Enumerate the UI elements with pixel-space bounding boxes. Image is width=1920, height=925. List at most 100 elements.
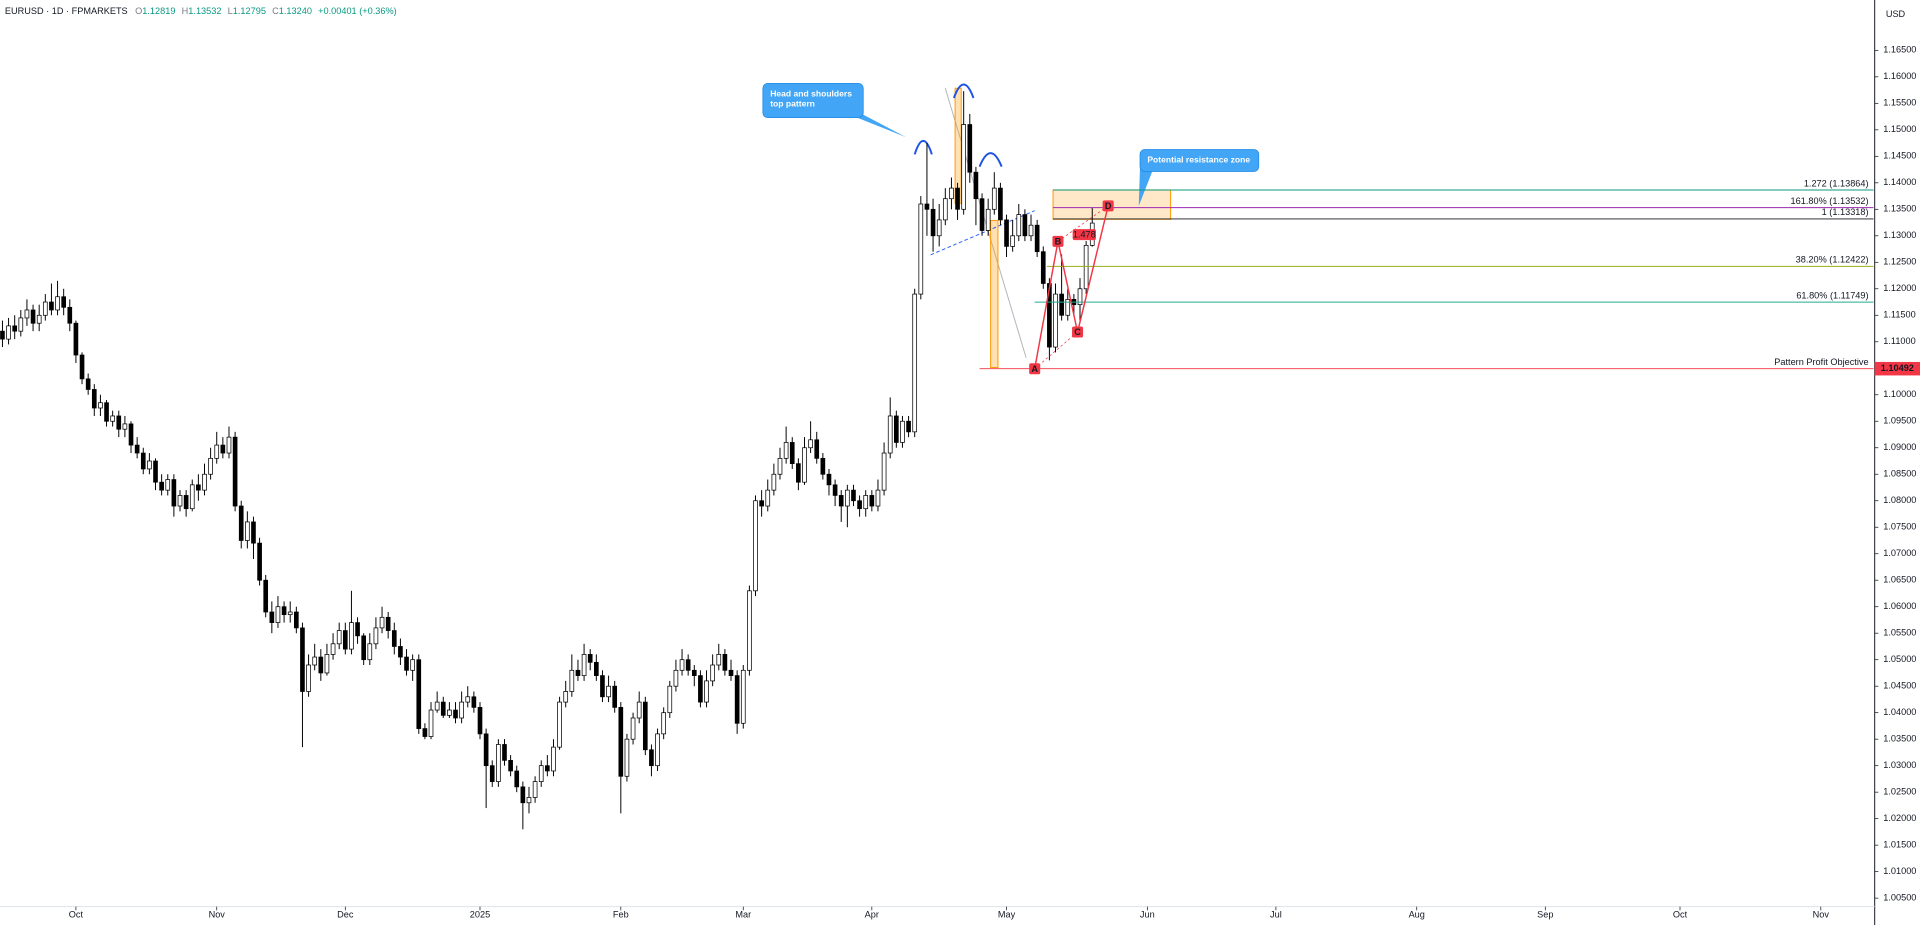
pattern-point-label: A: [1031, 364, 1038, 374]
callout-tail: [1138, 166, 1153, 206]
candle-body: [1010, 235, 1015, 247]
candle-body: [606, 685, 611, 698]
candle-body: [196, 484, 201, 491]
candle-body: [642, 701, 648, 751]
candle-body: [147, 460, 152, 470]
candle-body: [593, 661, 599, 676]
y-tick-label: 1.09000: [1883, 442, 1916, 452]
candle-body: [563, 691, 569, 703]
candle-body: [624, 738, 630, 777]
candle-body: [67, 306, 73, 324]
candle-body: [538, 765, 544, 782]
candle-body: [238, 505, 244, 541]
candle-body: [1065, 299, 1071, 316]
x-tick-label: 2025: [470, 910, 490, 920]
right-shoulder-arc: [978, 152, 1003, 167]
candle-body: [783, 442, 789, 459]
candle-body: [979, 198, 985, 231]
y-tick-label: 1.08000: [1883, 495, 1916, 505]
candle-body: [85, 378, 91, 390]
level-label: 38.20% (1.12422): [1796, 255, 1869, 265]
candle-body: [673, 669, 679, 687]
candle-body: [630, 717, 636, 740]
candle-body: [422, 728, 428, 737]
candle-body: [300, 627, 305, 692]
candle-body: [532, 781, 538, 798]
candle-body: [269, 611, 275, 623]
candle-body: [869, 495, 875, 507]
candle-body: [110, 415, 115, 422]
y-tick-label: 1.13500: [1883, 204, 1916, 214]
y-tick-label: 1.06500: [1883, 575, 1916, 585]
candle-body: [165, 479, 171, 491]
candle-body: [465, 696, 471, 703]
candle-body: [312, 656, 318, 666]
y-tick-label: 1.04500: [1883, 681, 1916, 691]
y-tick-label: 1.09500: [1883, 416, 1916, 426]
candle-body: [91, 389, 97, 409]
y-tick-label: 1.08500: [1883, 469, 1916, 479]
y-tick-label: 1.14000: [1883, 177, 1916, 187]
candle-body: [104, 402, 109, 422]
y-tick-label: 1.00500: [1883, 893, 1916, 903]
candle-body: [887, 415, 893, 454]
ratio-box: [1072, 229, 1096, 241]
y-tick-label: 1.01000: [1883, 866, 1916, 876]
candle-body: [318, 656, 324, 674]
y-tick-label: 1.03000: [1883, 760, 1916, 770]
candle-body: [398, 646, 403, 658]
candle-body: [820, 457, 826, 475]
pattern-height-box: [954, 87, 962, 204]
candle-body: [208, 457, 213, 475]
candle-body: [42, 301, 48, 316]
pattern-line: [1033, 205, 1109, 369]
level-label: 1 (1.13318): [1822, 207, 1869, 217]
candle-body: [581, 654, 587, 676]
change: +0.00401 (+0.36%): [318, 7, 397, 17]
candle-body: [845, 489, 850, 507]
ratio-label: 1.478: [1073, 229, 1096, 239]
candle-body: [851, 489, 856, 502]
candle-body: [355, 622, 360, 637]
y-tick-label: 1.07000: [1883, 548, 1916, 558]
candle-body: [679, 659, 685, 671]
ohlc-label: L: [228, 7, 233, 17]
candle-body: [998, 187, 1003, 221]
candle-body: [508, 760, 513, 772]
candle-body: [385, 616, 391, 631]
candle-body: [863, 495, 869, 510]
candle-body: [306, 664, 311, 692]
candle-body: [545, 765, 550, 772]
pattern-point-box: [1072, 326, 1084, 338]
candles: [0, 91, 1095, 830]
candle-body: [434, 701, 440, 711]
x-tick-label: Jul: [1270, 910, 1282, 920]
x-tick-label: Apr: [865, 910, 879, 920]
candle-body: [257, 542, 262, 581]
candle-body: [551, 746, 556, 772]
symbol: EURUSD · 1D · FPMARKETS: [5, 7, 128, 17]
y-tick-label: 1.16500: [1883, 45, 1916, 55]
candle-body: [716, 654, 722, 666]
callout-text: Potential resistance zone: [1147, 155, 1250, 165]
candle-body: [232, 436, 238, 507]
candle-body: [881, 452, 887, 491]
pattern-point-label: C: [1074, 327, 1081, 337]
level-label: 61.80% (1.11749): [1796, 290, 1868, 300]
candle-body: [728, 669, 734, 676]
candle-body: [79, 354, 85, 380]
candle-body: [459, 701, 464, 719]
candle-body: [330, 643, 336, 655]
candle-body: [520, 786, 526, 804]
candle-body: [477, 707, 483, 735]
candle-body: [336, 630, 342, 645]
candle-body: [293, 611, 299, 629]
candle-body: [1028, 224, 1034, 237]
candle-body: [73, 322, 79, 356]
x-tick-label: Jun: [1140, 910, 1155, 920]
y-tick-label: 1.05500: [1883, 628, 1916, 638]
candle-body: [967, 124, 973, 173]
candle-body: [1083, 245, 1089, 290]
y-tick-label: 1.10000: [1883, 389, 1916, 399]
